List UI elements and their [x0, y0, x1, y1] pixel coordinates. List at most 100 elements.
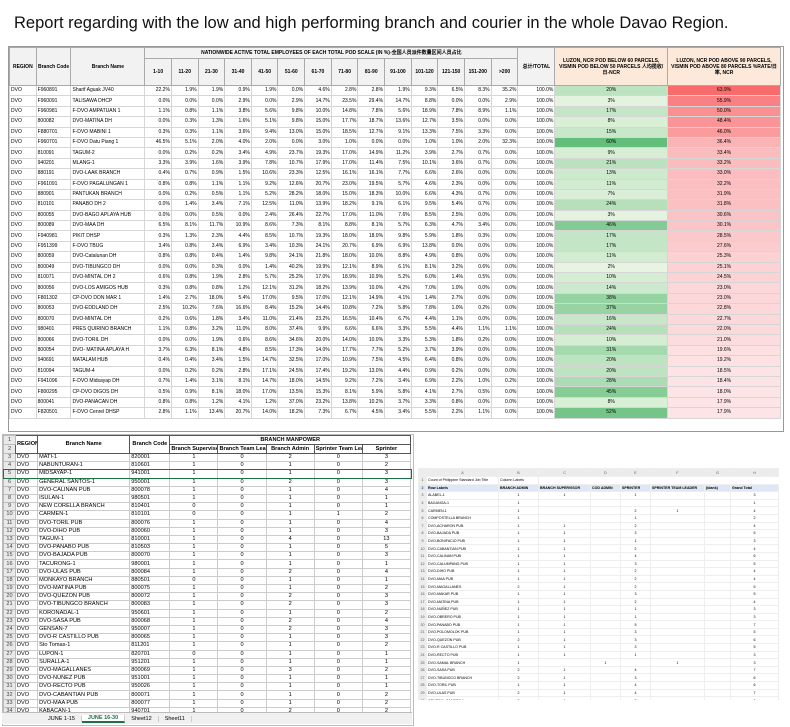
cell: 0 — [217, 485, 267, 495]
cell: 7.2% — [357, 303, 386, 315]
column-letter: G — [704, 468, 731, 477]
sheet-tab[interactable]: JUNE 16-30 — [81, 714, 126, 723]
cell: 100.0% — [517, 261, 556, 274]
cell: 3.9% — [437, 344, 465, 357]
cell: 0.0% — [170, 95, 199, 107]
cell: 25.2% — [277, 272, 306, 284]
column-header: Branch Name — [37, 435, 131, 454]
cell: ALABEL-1 — [426, 491, 499, 500]
empty-cell — [704, 513, 731, 523]
cell: DVO — [15, 583, 39, 594]
cell: 0 — [217, 510, 267, 520]
data-row: 8 DVO ISULAN-1 980501 1 0 1 0 1 — [3, 493, 412, 504]
empty-cell — [704, 620, 731, 629]
cell: 4.9% — [250, 147, 279, 159]
cell: 1 — [538, 536, 591, 546]
performance-sheet: REGION Branch Code Branch Name NATIONWIDE A… — [8, 46, 784, 432]
cell: 1 — [361, 493, 412, 504]
cell: 6.1% — [384, 261, 412, 274]
empty-cell — [590, 605, 621, 614]
row-number: 1 — [418, 476, 427, 485]
cell: 28% — [554, 375, 669, 388]
cell: CARMEN-1 — [37, 510, 131, 520]
cell: 17.0% — [304, 272, 332, 284]
cell: 3 — [620, 589, 651, 599]
cell: 950001 — [129, 477, 171, 487]
empty-cell — [590, 582, 621, 591]
row-number: 23 — [3, 616, 17, 626]
cell: 7 — [730, 665, 779, 675]
column-letter: E — [620, 468, 651, 477]
sheet-tab[interactable]: JUNE 1-15 — [42, 715, 82, 722]
cell: KORONADAL-1 — [37, 608, 131, 618]
cell: 12.7% — [410, 116, 439, 128]
cell: CP-DVO DON MAR 1 — [70, 292, 146, 305]
cell: 3.4% — [197, 199, 226, 211]
empty-cell — [704, 521, 731, 531]
cell: 16% — [554, 313, 669, 326]
cell: 0.2% — [170, 188, 199, 201]
cell: 11.4% — [357, 157, 386, 170]
row-number: 33 — [3, 698, 17, 708]
cell: 0 — [217, 518, 267, 528]
cell: 1.4% — [410, 292, 439, 305]
cell: 1 — [265, 641, 315, 651]
cell: 24% — [554, 323, 669, 336]
data-row: 7 DVO DVO-CALINAN PUB 800078 1 0 1 0 4 — [3, 485, 412, 495]
empty-cell — [590, 491, 621, 500]
data-row: DVO 800041 DVO-PANACAN DH 0.8% 0.8% 1.2% 4.1% 1… — [9, 396, 781, 409]
cell: 0 — [217, 567, 267, 577]
empty-cell — [538, 498, 591, 508]
cell: 0 — [313, 477, 363, 487]
data-row: 31 DVO DVO-RECTO PUB 950026 1 0 1 0 1 — [3, 682, 412, 692]
cell: 800071 — [129, 690, 171, 700]
cell: 0.0% — [144, 188, 172, 201]
sheet-tab[interactable]: Sheet11 — [159, 715, 192, 722]
cell: 32.3% — [490, 136, 519, 149]
cell: DVO — [9, 147, 37, 159]
cell: 2.8% — [330, 84, 359, 97]
row-number: 13 — [418, 567, 427, 576]
empty-cell — [704, 650, 731, 660]
column-header: Branch Code — [129, 435, 171, 454]
cell: 100.0% — [517, 344, 556, 357]
data-row: 17 DVO-MATINA PUB 1 1 2 4 — [418, 597, 779, 607]
cell: DVO-BAJADA PUB — [426, 529, 499, 538]
cell: 6 — [730, 673, 779, 683]
cell: 0 — [169, 575, 219, 586]
cell: 800066 — [35, 334, 72, 346]
cell: 1 — [169, 633, 219, 643]
cell: 2 — [361, 461, 412, 471]
cell: 3.4% — [197, 240, 226, 253]
cell: DVO — [9, 292, 37, 305]
cell: F960891 — [35, 84, 72, 97]
cell: 5.9% — [357, 386, 386, 398]
empty-cell — [590, 513, 621, 523]
cell: 18.0% — [330, 230, 359, 242]
row-number: 17 — [418, 597, 427, 607]
cell: 15% — [554, 126, 669, 138]
group-header: NATIONWIDE ACTIVE TOTAL EMPLOYEES OF EAC… — [144, 47, 519, 59]
empty-cell — [590, 643, 621, 652]
cell: 0 — [313, 641, 363, 651]
row-number: 21 — [418, 627, 427, 637]
cell: 21% — [554, 157, 669, 170]
cell: TALISAWA DHCP — [70, 95, 146, 107]
cell: 6.9% — [384, 240, 412, 253]
cell: 0 — [313, 502, 363, 512]
cell: DVO- MATINA APLAYA H — [70, 344, 146, 357]
cell: 40.2% — [277, 261, 306, 274]
sheet-tab[interactable]: Sheet12 — [125, 715, 159, 722]
cell: 5 — [730, 559, 779, 569]
cell: 880501 — [129, 575, 171, 586]
cell: DVO — [15, 641, 39, 651]
cell: GENSAN-7 — [37, 624, 131, 635]
row-number: 28 — [418, 681, 427, 690]
empty-cell — [590, 650, 621, 660]
cell: 13.6% — [384, 116, 412, 128]
cell: 3 — [730, 650, 779, 660]
column-header: Branch Name — [70, 47, 146, 86]
column-header: 总计/TOTAL — [517, 47, 556, 86]
cell: 1.1% — [224, 178, 252, 190]
cell: DVO — [9, 220, 37, 232]
